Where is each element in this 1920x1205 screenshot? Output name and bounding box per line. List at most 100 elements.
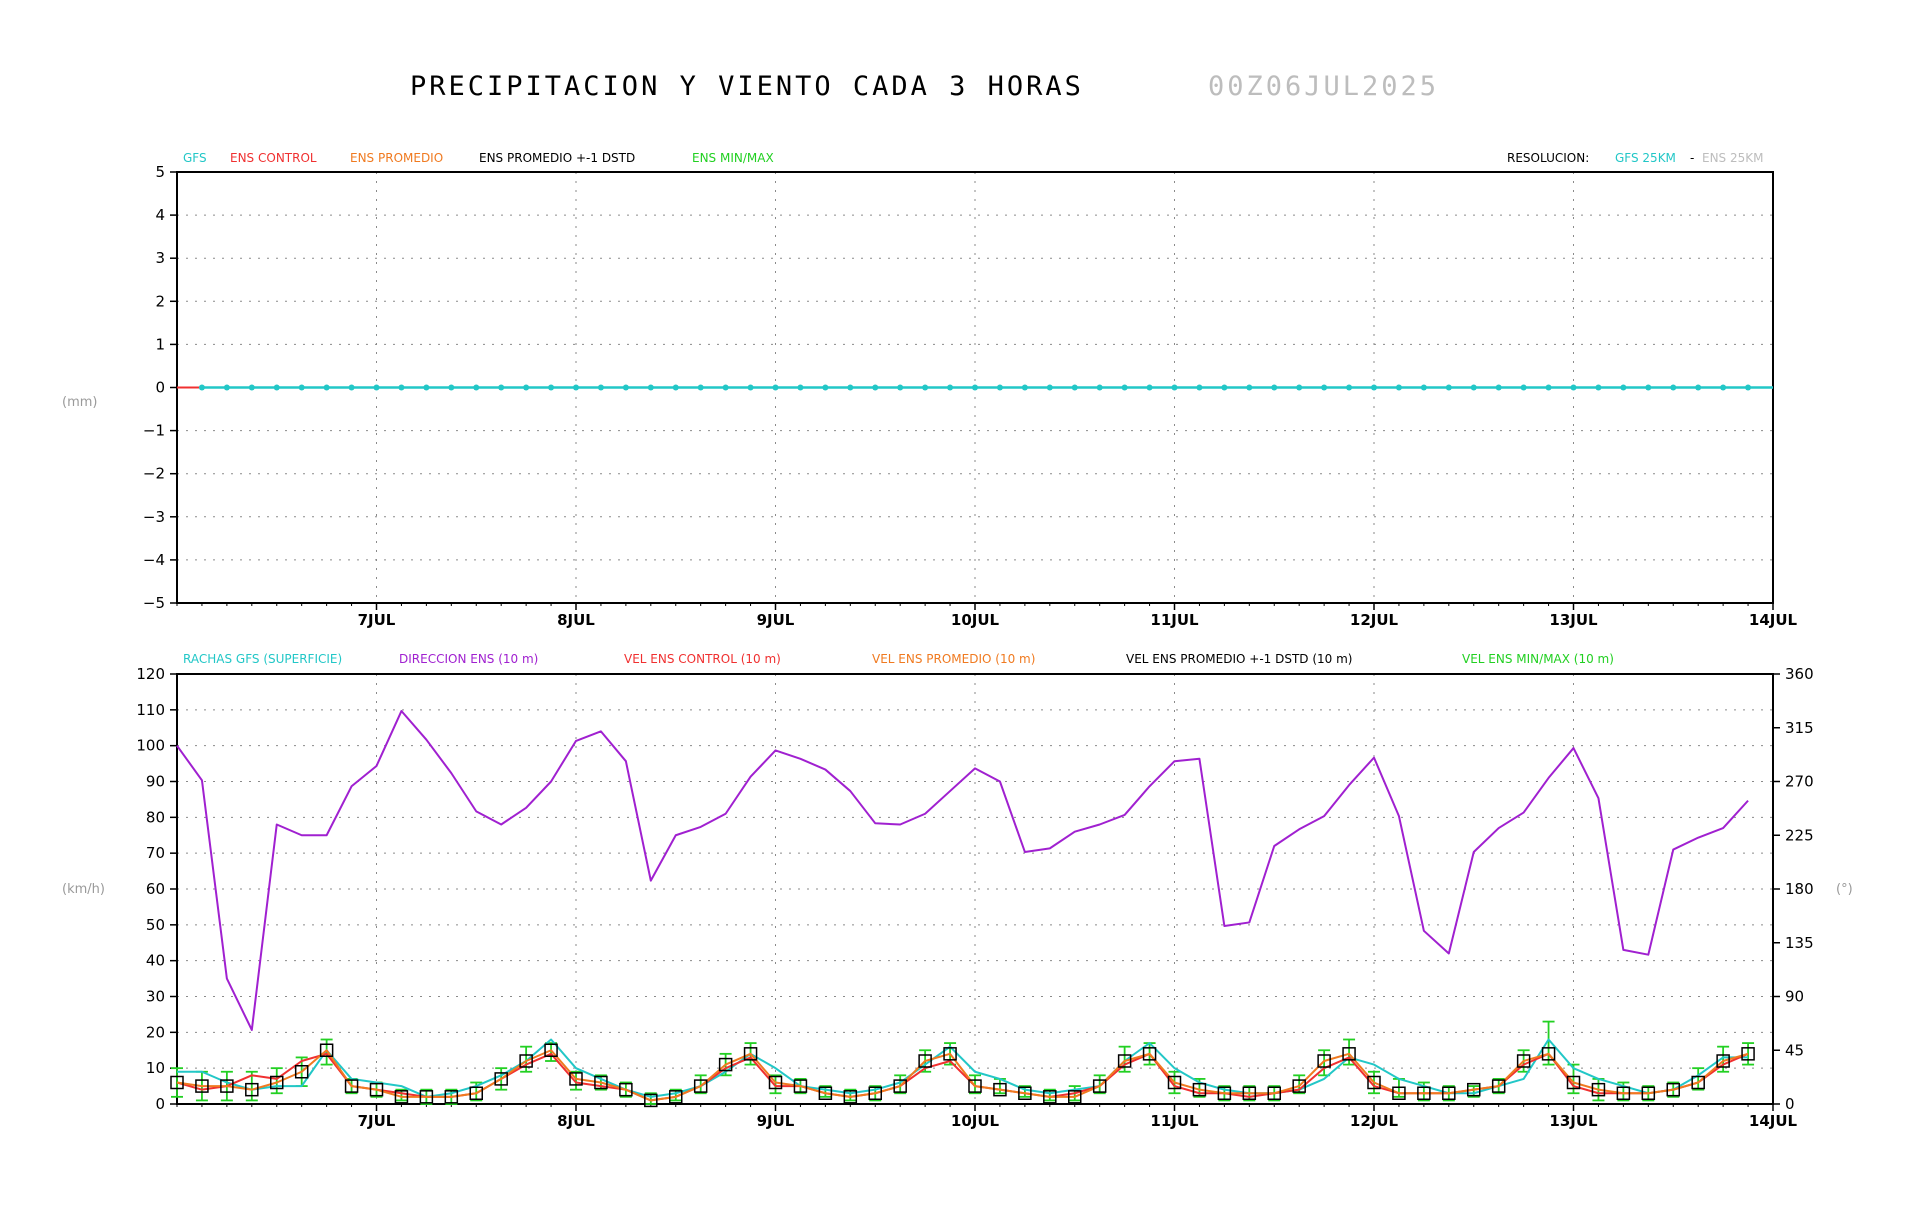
legend-rachas-gfs: RACHAS GFS (SUPERFICIE)	[183, 652, 342, 666]
precip-gfs-point	[1520, 384, 1527, 391]
precip-gfs-point	[273, 384, 280, 391]
wind-std-box	[1043, 1090, 1057, 1104]
legend-vel-promedio: VEL ENS PROMEDIO (10 m)	[872, 652, 1035, 666]
precip-gfs-point	[897, 384, 904, 391]
precip-gfs-point	[622, 384, 629, 391]
precip-xtick-label: 10JUL	[951, 611, 1000, 629]
wind-ytick-label: 60	[146, 880, 165, 898]
legend-ens-minmax: ENS MIN/MAX	[692, 151, 774, 165]
wind-y2tick-label: 135	[1785, 934, 1814, 952]
wind-std-box	[1142, 1047, 1157, 1061]
precip-gfs-point	[448, 384, 455, 391]
wind-ytick-label: 20	[146, 1023, 165, 1041]
precip-gfs-point	[1021, 384, 1028, 391]
wind-std-box	[743, 1047, 758, 1061]
precip-gfs-point	[423, 384, 430, 391]
wind-ytick-label: 80	[146, 808, 165, 826]
precip-gfs-point	[248, 384, 255, 391]
wind-std-box	[1741, 1047, 1755, 1061]
precip-panel: 5 4 3 2 1 0 −1 −2 −3 −4 −5 7JUL 8JUL 9JUL 10JUL 11JUL 12…	[143, 163, 1798, 629]
wind-std-box	[1267, 1086, 1281, 1100]
wind-ytick-label: 110	[136, 701, 165, 719]
wind-std-box	[319, 1043, 334, 1057]
wind-y2tick-label: 315	[1785, 719, 1814, 737]
precip-legend: GFS ENS CONTROL ENS PROMEDIO ENS PROMEDI…	[183, 151, 1763, 165]
precip-gfs-point	[1046, 384, 1053, 391]
wind-std-box	[1491, 1079, 1506, 1093]
precip-gfs-point	[523, 384, 530, 391]
precip-gfs-point	[1171, 384, 1178, 391]
wind-direccion-line	[176, 710, 1749, 1031]
precip-ytick-label: 1	[155, 335, 165, 353]
precip-gfs-point	[922, 384, 929, 391]
precip-xtick-label: 14JUL	[1749, 611, 1798, 629]
wind-y2tick-label: 360	[1785, 665, 1814, 683]
precip-gfs-point	[697, 384, 704, 391]
precip-xtick-label: 12JUL	[1350, 611, 1399, 629]
precip-gfs-point	[498, 384, 505, 391]
wind-std-box	[1068, 1090, 1082, 1104]
wind-std-box	[369, 1082, 384, 1097]
wind-ytick-label: 10	[146, 1059, 165, 1077]
wind-std-box	[1442, 1086, 1456, 1100]
precip-ytick-label: −1	[143, 422, 165, 440]
wind-std-box	[1167, 1075, 1182, 1090]
wind-std-box	[1342, 1047, 1356, 1061]
wind-legend: RACHAS GFS (SUPERFICIE) DIRECCION ENS (1…	[183, 652, 1614, 666]
wind-ytick-label: 40	[146, 952, 165, 970]
wind-std-box	[818, 1086, 833, 1100]
precip-gfs-point	[298, 384, 305, 391]
wind-std-box	[868, 1086, 882, 1100]
wind-std-box	[1242, 1086, 1257, 1100]
precip-gfs-point	[398, 384, 405, 391]
wind-std-box	[644, 1093, 658, 1108]
precip-gfs-point	[972, 384, 978, 391]
precip-gfs-point	[1545, 384, 1552, 391]
wind-ytick-label: 100	[136, 737, 165, 755]
precip-gfs-point	[323, 384, 330, 391]
precip-gfs-point	[1620, 384, 1627, 391]
precip-ytick-label: 3	[155, 249, 165, 267]
legend-resolucion-label: RESOLUCION:	[1507, 151, 1589, 165]
wind-std-box	[1018, 1086, 1032, 1100]
wind-panel: 1201101009080706050403020100360315270225…	[136, 665, 1813, 1130]
wind-std-box	[494, 1072, 508, 1086]
wind-xtick-label: 12JUL	[1350, 1112, 1399, 1130]
chart-title: PRECIPITACION Y VIENTO CADA 3 HORAS	[410, 71, 1084, 102]
precip-gfs-point	[597, 384, 604, 391]
wind-ytick-label: 120	[136, 665, 165, 683]
wind-xtick-label: 7JUL	[358, 1112, 396, 1130]
legend-res-gfs: GFS 25KM	[1615, 151, 1676, 165]
precip-gfs-point	[722, 384, 729, 391]
legend-res-ens: ENS 25KM	[1702, 151, 1763, 165]
wind-std-box	[619, 1082, 633, 1097]
legend-ens-control: ENS CONTROL	[230, 151, 317, 165]
precip-gfs-point	[548, 384, 555, 391]
wind-std-box	[444, 1090, 459, 1104]
chart-date: 00Z06JUL2025	[1208, 71, 1439, 102]
wind-std-box	[394, 1090, 409, 1104]
precip-xtick-label: 9JUL	[757, 611, 795, 629]
precip-gfs-point	[1296, 384, 1303, 391]
precip-gfs-point	[847, 384, 854, 391]
wind-y2tick-label: 0	[1785, 1095, 1795, 1113]
precip-gfs-point	[747, 384, 754, 391]
wind-std-box	[893, 1079, 907, 1093]
wind-std-box	[344, 1079, 359, 1093]
precip-gfs-point	[1645, 384, 1652, 391]
legend-direccion-ens: DIRECCION ENS (10 m)	[399, 652, 538, 666]
precip-gfs-point	[473, 384, 480, 391]
wind-ytick-label: 30	[146, 988, 165, 1006]
wind-std-box	[195, 1079, 209, 1093]
wind-y2tick-label: 45	[1785, 1041, 1804, 1059]
precip-gfs-point	[1346, 384, 1353, 391]
wind-y2label: (°)	[1836, 882, 1853, 897]
wind-std-box	[519, 1054, 533, 1068]
legend-vel-std: VEL ENS PROMEDIO +-1 DSTD (10 m)	[1126, 652, 1353, 666]
precip-ytick-label: 0	[155, 379, 165, 397]
wind-std-box	[1192, 1082, 1207, 1097]
precip-ytick-label: −5	[143, 594, 165, 612]
precip-gfs-point	[1096, 384, 1103, 391]
